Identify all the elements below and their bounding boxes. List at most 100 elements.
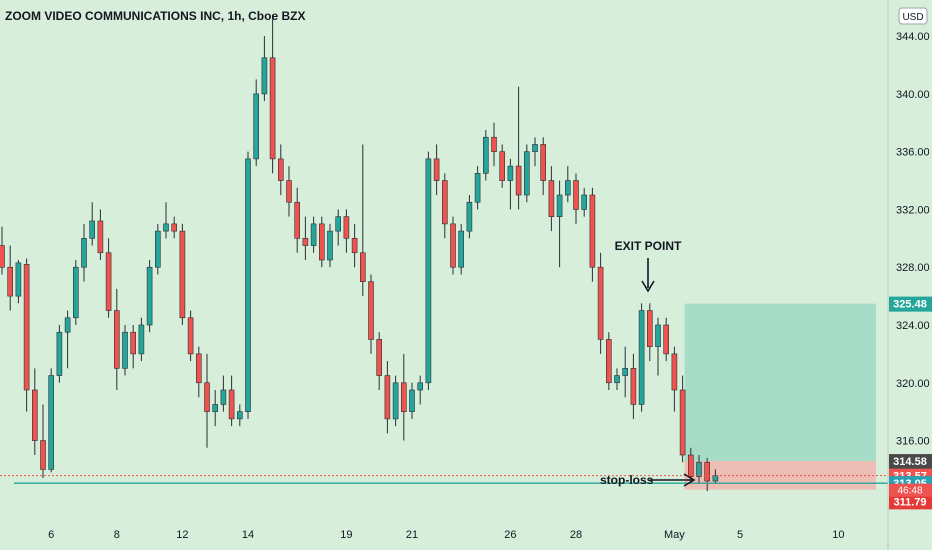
candle-body [507,165,514,181]
candle-body [97,220,104,254]
candle-body [359,252,366,282]
candle-body [261,57,268,95]
candle-body [146,266,153,326]
x-tick-label: 19 [340,529,352,541]
candle-body [0,245,5,268]
candle-body [114,310,120,369]
candle-body [7,266,13,297]
candle-body [269,57,276,160]
x-tick-label: 10 [832,529,844,541]
candle-body [204,382,210,412]
candle-body [163,223,169,232]
candle-body [179,230,186,319]
candle-body [64,317,71,333]
candle-body [425,158,432,384]
candle-body [532,144,538,152]
candle-body [73,266,79,319]
candle-body [466,201,473,232]
y-tick-label: 316.00 [896,436,930,448]
x-tick-label: 8 [114,529,120,541]
stoploss-label: stop-loss [600,473,654,487]
candle-body [228,389,235,420]
candle-body [294,201,301,239]
countdown-value: 46:48 [897,486,922,497]
x-tick-label: 12 [176,529,188,541]
candle-body [343,216,350,239]
candle-body [351,238,358,254]
candle-body [253,93,259,160]
candle-body [548,180,555,217]
candle-body [409,389,415,412]
candle-body [31,389,38,441]
candle-body [130,331,136,355]
candle-body [220,389,227,405]
candle-body [523,151,530,196]
price-badge-value: 314.58 [893,456,927,468]
candle-body [237,411,243,420]
y-tick-label: 336.00 [896,147,930,159]
candle-body [187,317,194,355]
candle-body [515,165,522,196]
candle-body [376,339,383,376]
price-badge [889,454,932,470]
candle-body [499,151,506,181]
candle-body [286,180,292,203]
price-badge-value: 311.79 [893,496,926,508]
candle-body [15,262,22,297]
candle-body [646,310,653,347]
candle-body [105,252,112,311]
candle-body [441,180,448,225]
candle-body [597,266,604,340]
candle-body [171,223,177,232]
candle-body [335,216,342,232]
candle-body [696,461,702,477]
candle-body [704,461,711,482]
stoploss-arrow-head [683,473,696,487]
candle-body [327,230,333,261]
x-tick-label: 28 [570,529,582,541]
currency-selector[interactable]: USD [898,7,928,25]
candle-body [655,324,661,347]
candle-body [138,324,145,355]
candle-body [450,223,456,268]
candle-body [212,404,218,412]
exit-point-label: EXIT POINT [615,239,682,253]
candle-body [81,238,87,268]
x-tick-label: 6 [48,529,54,541]
candle-body [622,368,629,376]
candle-body [573,180,579,210]
candle-body [400,382,407,412]
y-tick-label: 344.00 [896,31,930,43]
candle-body [687,454,694,477]
candle-body [196,353,202,384]
candle-body [589,194,596,268]
candle-body [40,440,46,470]
price-badge-value: 325.48 [893,299,927,311]
candle-body [384,375,391,420]
candle-body [433,158,440,181]
candle-body [712,475,719,482]
currency-label: USD [902,12,923,23]
candle-body [482,136,489,174]
candle-body [605,339,612,384]
candle-body [556,194,563,217]
candle-body [302,238,309,246]
candle-body [277,158,284,181]
candle-body [155,230,161,268]
candle-body [630,368,637,405]
profit-zone [684,303,876,462]
candle-body [89,220,95,239]
candle-body [540,144,547,181]
candle-body [48,375,55,470]
candle-body [23,264,30,391]
x-tick-label: May [664,529,685,541]
chart-title: ZOOM VIDEO COMMUNICATIONS INC, 1h, Cboe … [5,9,305,23]
candle-body [310,223,317,246]
y-tick-label: 328.00 [896,262,930,274]
candle-body [458,230,465,268]
candle-body [122,331,128,369]
candle-body [671,353,678,391]
price-badge [889,296,932,312]
candle-body [417,382,424,391]
